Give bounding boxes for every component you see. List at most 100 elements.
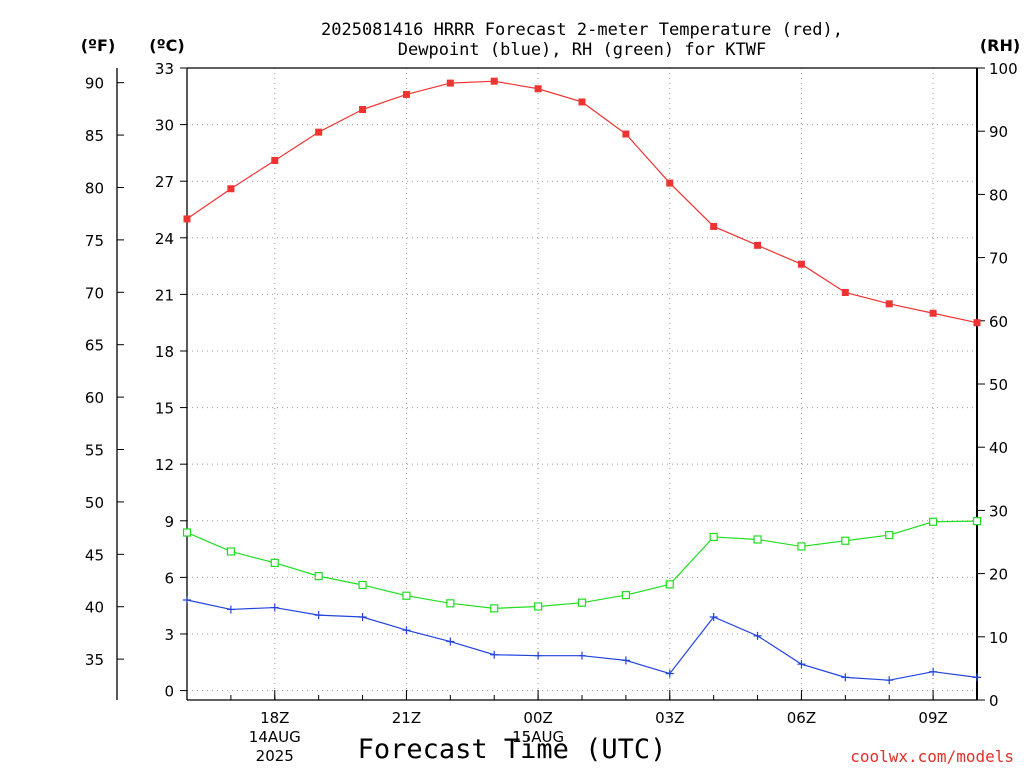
x-tick-date: 15AUG: [512, 728, 564, 746]
rh-tick-label: 80: [989, 186, 1008, 204]
rh-tick-label: 70: [989, 250, 1008, 268]
x-axis-title: Forecast Time (UTC): [358, 734, 667, 765]
celsius-tick-label: 27: [155, 173, 174, 191]
rh-point: [972, 517, 982, 526]
fahrenheit-tick-label: 80: [85, 179, 104, 197]
rh-point: [753, 535, 762, 544]
chart-series: [182, 77, 982, 685]
celsius-tick-label: 0: [164, 683, 174, 701]
celsius-tick-label: 24: [155, 230, 174, 248]
dewpoint-point: [929, 667, 938, 676]
temperature-point: [841, 289, 849, 297]
temperature-point: [885, 300, 893, 308]
temperature-point: [797, 260, 805, 268]
source-credit: coolwx.com/models: [850, 747, 1014, 766]
temperature-point: [446, 79, 454, 87]
temperature-point: [578, 98, 586, 106]
rh-point: [929, 517, 938, 526]
x-tick-label: 06Z: [787, 709, 816, 727]
dewpoint-point: [314, 611, 323, 620]
x-tick-label: 09Z: [918, 709, 947, 727]
rh-point: [841, 536, 850, 545]
temperature-point: [973, 319, 981, 327]
dewpoint-point: [797, 660, 806, 669]
temperature-point: [183, 215, 191, 223]
fahrenheit-tick-label: 65: [85, 337, 104, 355]
rh-tick-label: 30: [989, 502, 1008, 520]
temperature-point: [710, 222, 718, 230]
rh-point: [490, 604, 499, 613]
dewpoint-point: [621, 656, 630, 665]
x-tick-year: 2025: [256, 747, 294, 765]
rh-point: [226, 547, 235, 556]
dewpoint-point: [358, 612, 367, 621]
temperature-point: [754, 241, 762, 249]
dewpoint-point: [973, 673, 981, 682]
celsius-tick-label: 15: [155, 400, 174, 418]
dewpoint-point: [534, 651, 543, 660]
rh-tick-label: 20: [989, 566, 1008, 584]
rh-point: [534, 602, 543, 611]
fahrenheit-tick-label: 40: [85, 599, 104, 617]
x-tick-label: 00Z: [523, 709, 552, 727]
rh-tick-label: 60: [989, 313, 1008, 331]
fahrenheit-tick-label: 75: [85, 232, 104, 250]
rh-point: [182, 528, 192, 537]
temperature-point: [402, 90, 410, 98]
celsius-tick-label: 21: [155, 286, 174, 304]
x-tick-label: 21Z: [392, 709, 421, 727]
temperature-point: [666, 179, 674, 187]
celsius-tick-label: 6: [164, 569, 174, 587]
rh-point: [358, 580, 367, 590]
celsius-tick-label: 3: [164, 626, 174, 644]
chart-axes: 0 3 6 9 12 15 18 21 24 27 30 33 35 40 45 50 55 60 65 70 75 80…: [85, 60, 1018, 765]
fahrenheit-tick-label: 45: [85, 546, 104, 564]
rh-point: [577, 598, 587, 607]
temperature-point: [315, 128, 323, 136]
dewpoint-point: [753, 631, 762, 640]
celsius-tick-label: 33: [155, 60, 174, 78]
series-line-filled-square: [186, 80, 978, 324]
x-tick-date: 14AUG: [249, 728, 301, 746]
chart-labels: 2025081416 HRRR Forecast 2-meter Tempera…: [81, 20, 1020, 766]
rh-tick-label: 40: [989, 439, 1008, 457]
rh-tick-label: 90: [989, 123, 1008, 141]
x-tick-label: 03Z: [655, 709, 684, 727]
rh-point: [314, 572, 323, 581]
dewpoint-point: [709, 612, 718, 621]
dewpoint-point: [665, 669, 674, 678]
rh-point: [446, 599, 455, 608]
rh-point: [402, 591, 411, 600]
rh-point: [270, 558, 279, 567]
rh-point: [709, 532, 718, 542]
rh-point: [797, 542, 806, 551]
fahrenheit-tick-label: 55: [85, 442, 104, 460]
dewpoint-point: [183, 596, 191, 605]
dewpoint-point: [578, 651, 586, 660]
temperature-point: [359, 106, 367, 114]
dewpoint-point: [841, 673, 850, 682]
rh-tick-label: 10: [989, 629, 1008, 647]
dewpoint-point: [402, 626, 411, 635]
dewpoint-point: [885, 676, 894, 685]
fahrenheit-tick-label: 90: [85, 75, 104, 93]
temperature-point: [271, 156, 279, 164]
celsius-tick-label: 12: [155, 456, 174, 474]
series-line-open-square: [186, 520, 978, 609]
dewpoint-point: [446, 637, 455, 646]
rh-point: [885, 530, 894, 540]
x-tick-label: 18Z: [260, 709, 289, 727]
series-line-plus: [186, 599, 978, 681]
unit-fahrenheit-label: (ºF): [81, 36, 116, 55]
rh-tick-label: 50: [989, 376, 1008, 394]
celsius-tick-label: 9: [164, 513, 174, 531]
rh-point: [665, 580, 674, 589]
chart-title-line1: 2025081416 HRRR Forecast 2-meter Tempera…: [321, 20, 843, 40]
rh-point: [621, 590, 630, 600]
temperature-point: [929, 309, 937, 317]
dewpoint-point: [490, 650, 499, 659]
fahrenheit-tick-label: 85: [85, 127, 104, 145]
temperature-point: [622, 130, 630, 138]
fahrenheit-tick-label: 70: [85, 284, 104, 302]
